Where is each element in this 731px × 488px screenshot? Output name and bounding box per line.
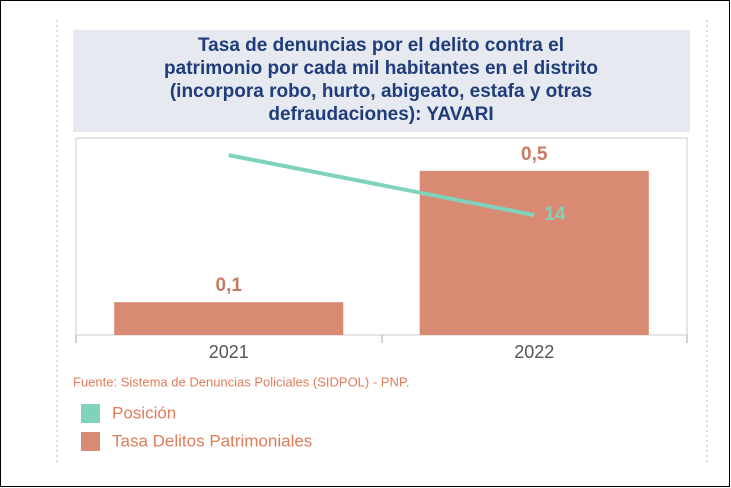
legend-swatch [81, 404, 100, 423]
title-box [73, 30, 690, 132]
x-tick-label: 2021 [209, 342, 249, 362]
chart-title: defraudaciones): YAVARI [268, 104, 493, 125]
legend-label: Posición [112, 403, 176, 422]
chart-title: (incorpora robo, hurto, abigeato, estafa… [170, 81, 592, 102]
legend-label: Tasa Delitos Patrimoniales [112, 431, 312, 450]
source: Fuente: Sistema de Denuncias Policiales … [73, 374, 409, 389]
bar [419, 170, 649, 335]
data-label: 14 [544, 204, 566, 225]
bar [114, 302, 344, 335]
data-label: 0,1 [216, 275, 243, 296]
legend-swatch [81, 432, 100, 451]
chart-title: Tasa de denuncias por el delito contra e… [198, 35, 564, 56]
x-tick-label: 2022 [514, 342, 554, 362]
line [228, 153, 535, 218]
chart-title: patrimonio por cada mil habitantes en el… [164, 58, 598, 79]
data-label: 0,5 [521, 144, 548, 165]
